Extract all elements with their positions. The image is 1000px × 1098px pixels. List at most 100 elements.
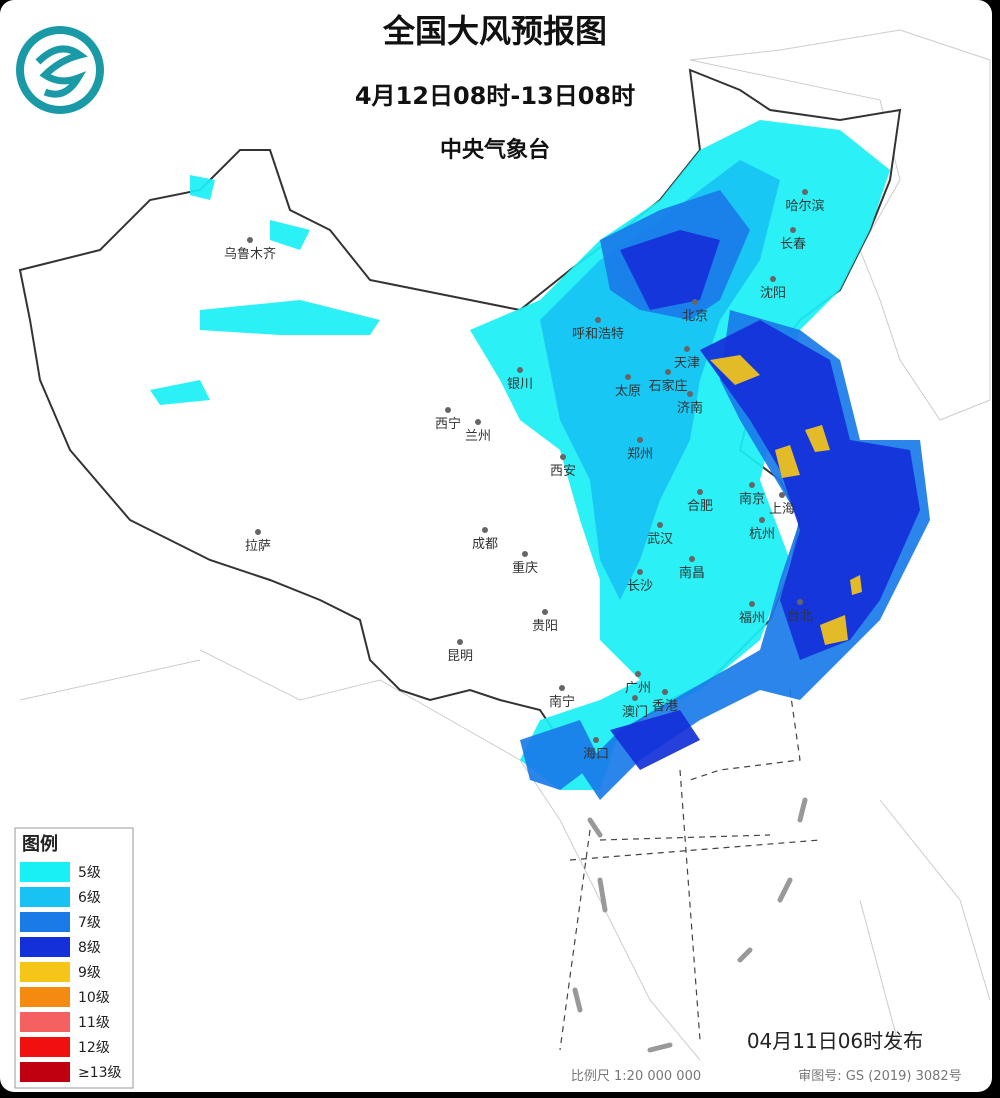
legend-label: 10级 [78,990,110,1006]
legend-label: 7级 [78,915,101,931]
city-dot [625,374,631,380]
nine-dash-line [572,797,808,1053]
legend-label: 5级 [78,865,101,881]
city-dot [759,517,765,523]
city-label: 南京 [739,491,765,507]
city-label: 香港 [652,699,678,714]
legend-swatch [20,1012,70,1032]
city-dot [593,737,599,743]
city-label: 西宁 [435,416,461,432]
city-label: 武汉 [647,532,673,547]
city-dot [595,317,601,323]
city-dot [637,569,643,575]
city-dot [542,609,548,615]
legend-swatch [20,1062,70,1082]
legend-swatch [20,862,70,882]
city-label: 乌鲁木齐 [224,246,276,262]
logo [35,45,88,98]
city-label: 太原 [615,384,641,399]
city-dot [559,685,565,691]
city-label: 呼和浩特 [572,327,624,342]
city-label: 澳门 [622,704,648,720]
forecast-period: 4月12日08时-13日08时 [355,82,635,110]
city-label: 拉萨 [245,539,271,554]
city-dot [637,437,643,443]
legend-label: 9级 [78,965,101,981]
agency: 中央气象台 [440,137,550,163]
city-label: 台北 [787,609,813,624]
city-dot [770,276,776,282]
city-dot [482,527,488,533]
legend-title: 图例 [22,833,58,855]
city-label: 天津 [674,356,700,371]
city-dot [247,237,253,243]
city-label: 南宁 [549,694,575,710]
city-dot [802,189,808,195]
city-dot [662,689,668,695]
city-dot [457,639,463,645]
city-dot [687,391,693,397]
city-dot [632,695,638,701]
city-dot [797,599,803,605]
city-label: 银川 [507,377,533,392]
city-dot [635,671,641,677]
city-dot [689,556,695,562]
city-dot [779,492,785,498]
city-label: 沈阳 [760,286,786,301]
legend-label: ≥13级 [78,1065,122,1081]
review-number: 审图号: GS (2019) 3082号 [798,1069,961,1084]
legend-swatch [20,912,70,932]
city-label: 昆明 [447,649,473,664]
city-label: 广州 [625,681,651,696]
legend-swatch [20,987,70,1007]
legend-swatch [20,887,70,907]
legend-label: 11级 [78,1015,110,1031]
city-label: 郑州 [627,447,653,462]
map-title: 全国大风预报图 [382,12,607,50]
city-dot [749,482,755,488]
city-label: 上海 [769,502,795,517]
city-dot [697,489,703,495]
legend-label: 6级 [78,890,101,906]
city-dot [522,551,528,557]
city-label: 福州 [739,611,765,626]
city-label: 海口 [583,747,609,762]
city-label: 南昌 [679,565,705,581]
legend-label: 12级 [78,1040,110,1056]
sea-boundary [559,689,821,1051]
city-dot [665,369,671,375]
city-label: 哈尔滨 [785,198,824,214]
legend-label: 8级 [78,940,101,956]
city-label: 兰州 [465,429,491,444]
city-dot [749,601,755,607]
city-dot [517,367,523,373]
city-dot [255,529,261,535]
legend-swatch [20,962,70,982]
city-dot [475,419,481,425]
city-label: 长沙 [627,579,653,594]
city-label: 济南 [677,400,703,416]
city-label: 长春 [780,237,806,252]
city-label: 贵阳 [532,619,558,634]
city-dot [684,346,690,352]
city-label: 重庆 [512,560,538,576]
legend-swatch [20,937,70,957]
city-dot [560,454,566,460]
city-label: 西安 [550,464,576,479]
city-label: 杭州 [749,527,775,542]
neighbor-outline [689,29,991,421]
legend-items: 5级 6级 7级 8级 9级 10级 11级 12级 ≥13级 [20,862,122,1082]
city-dot [445,407,451,413]
city-label: 成都 [472,537,498,552]
city-dot [790,227,796,233]
city-label: 石家庄 [648,378,687,394]
issue-time: 04月11日06时发布 [747,1029,923,1053]
map-scale: 比例尺 1:20 000 000 [571,1069,701,1084]
city-dot [692,299,698,305]
city-label: 北京 [682,309,708,324]
legend-swatch [20,1037,70,1057]
city-dot [657,522,663,528]
